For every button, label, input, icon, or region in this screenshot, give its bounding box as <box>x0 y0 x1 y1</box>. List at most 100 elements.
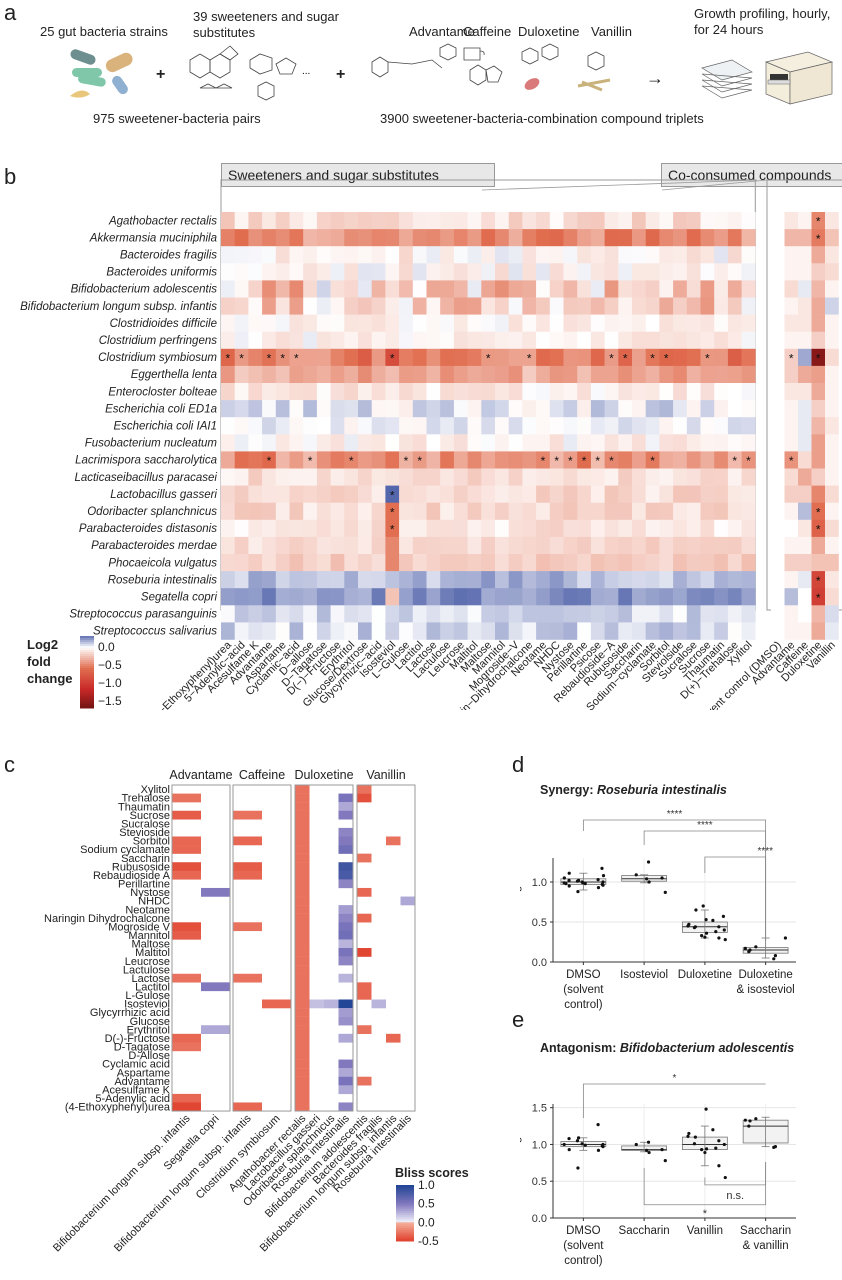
bliss-cell <box>295 922 310 932</box>
heatmap-cell <box>234 605 249 623</box>
heatmap-cell <box>645 263 660 281</box>
heatmap-cell <box>316 383 331 401</box>
heatmap-cell <box>371 451 386 469</box>
bliss-cell <box>295 793 310 803</box>
heatmap-cell <box>426 536 441 555</box>
heatmap-cell <box>686 383 701 401</box>
heatmap-cell <box>536 622 551 640</box>
bliss-cell <box>295 1102 310 1112</box>
bliss-cell <box>295 819 310 829</box>
data-point <box>562 876 566 880</box>
heatmap-cell <box>784 519 799 538</box>
heatmap-cell <box>495 348 509 367</box>
row-label: Naringin Dihydrochalcone <box>44 913 170 925</box>
heatmap-cell <box>618 536 633 555</box>
heatmap-cell <box>673 400 688 418</box>
heatmap-cell <box>467 622 482 640</box>
heatmap-cell <box>686 229 701 247</box>
heatmap-cell <box>508 502 523 521</box>
row-label: Mannitol <box>128 930 170 942</box>
heatmap-cell <box>289 502 304 521</box>
heatmap-cell <box>673 434 688 452</box>
heatmap-cell <box>426 502 441 521</box>
x-tick-label: & vanillin <box>743 1240 789 1252</box>
heatmap-cell <box>275 519 290 538</box>
heatmap-cell <box>385 605 400 623</box>
heatmap-cell <box>275 417 290 435</box>
plates-stack-icon <box>701 59 753 99</box>
heatmap-cell <box>481 263 496 281</box>
heatmap-cell <box>316 212 331 230</box>
heatmap-cell <box>798 229 812 247</box>
heatmap-cell <box>289 622 304 640</box>
heatmap-cell <box>659 280 674 298</box>
x-tick-label: (solvent <box>563 984 604 996</box>
heatmap-cell <box>618 502 633 521</box>
facet-title: Duloxetine <box>294 768 353 782</box>
heatmap-cell <box>399 588 414 606</box>
panel-b-letter: b <box>4 164 17 189</box>
heatmap-cell <box>262 519 277 538</box>
heatmap-cell <box>700 331 715 350</box>
heatmap-cell <box>330 229 345 247</box>
heatmap-cell <box>481 246 496 264</box>
heatmap-cell <box>632 434 646 452</box>
data-point <box>704 1107 708 1111</box>
heatmap-cell <box>453 502 468 521</box>
heatmap-cell <box>440 622 455 640</box>
heatmap-cell <box>659 571 674 589</box>
heatmap-cell <box>262 280 277 298</box>
heatmap-cell <box>275 212 290 230</box>
heatmap-cell <box>508 554 523 572</box>
heatmap-cell <box>659 348 674 367</box>
heatmap-cell <box>426 400 441 418</box>
heatmap-cell <box>741 571 756 589</box>
bliss-cell <box>295 982 310 992</box>
heatmap-cell <box>371 571 386 589</box>
data-point <box>754 1117 758 1121</box>
heatmap-cell <box>508 297 523 315</box>
heatmap-cell <box>495 297 509 315</box>
heatmap-cell <box>371 383 386 401</box>
heatmap-cell <box>495 605 509 623</box>
significance-bracket <box>582 1083 766 1118</box>
heatmap-cell <box>248 588 263 606</box>
heatmap-cell <box>645 365 660 384</box>
heatmap-cell <box>632 297 646 315</box>
heatmap-cell <box>673 383 688 401</box>
heatmap-cell <box>645 417 660 435</box>
heatmap-cell <box>330 571 345 589</box>
heatmap-cell <box>645 212 660 230</box>
heatmap-cell <box>784 331 799 350</box>
heatmap-cell <box>440 519 455 538</box>
heatmap-cell <box>536 331 551 350</box>
row-label: Lacrimispora saccharolytica <box>75 455 217 467</box>
heatmap-cell <box>686 314 701 332</box>
heatmap-cell <box>811 229 826 247</box>
heatmap-cell <box>221 314 235 332</box>
heatmap-cell <box>604 400 619 418</box>
heatmap-cell <box>784 485 799 503</box>
data-point <box>687 922 691 926</box>
legend-swatch <box>396 1185 414 1188</box>
heatmap-cell <box>659 502 674 521</box>
heatmap-cell <box>659 434 674 452</box>
heatmap-cell <box>577 485 592 503</box>
heatmap-cell <box>275 331 290 350</box>
heatmap-cell <box>811 314 826 332</box>
heatmap-cell <box>481 314 496 332</box>
significance-star: * <box>390 522 395 536</box>
data-point <box>700 934 704 938</box>
heatmap-cell <box>727 212 742 230</box>
heatmap-cell <box>481 434 496 452</box>
bliss-cell <box>295 1016 310 1026</box>
heatmap-cell <box>234 400 249 418</box>
heatmap-cell <box>248 468 263 486</box>
heatmap-cell <box>412 605 427 623</box>
bliss-cell <box>172 930 201 940</box>
heatmap-cell <box>825 365 839 384</box>
bacterium-2 <box>105 52 133 73</box>
heatmap-cell <box>632 331 646 350</box>
heatmap-cell <box>590 451 605 469</box>
heatmap-cell <box>358 536 372 555</box>
